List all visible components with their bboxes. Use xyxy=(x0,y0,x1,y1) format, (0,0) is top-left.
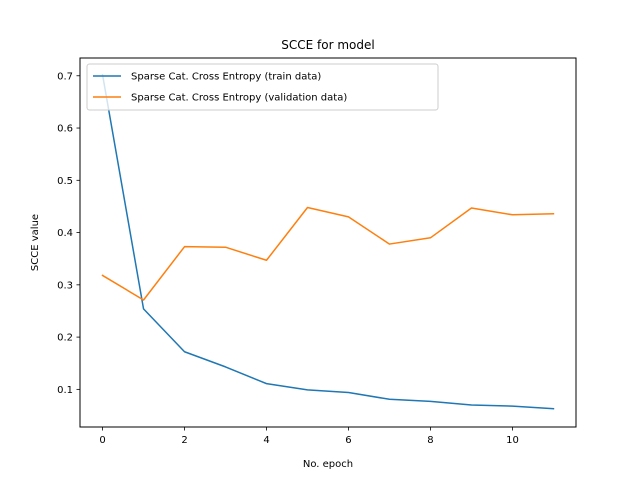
y-tick-label: 0.4 xyxy=(57,228,73,239)
y-tick-label: 0.7 xyxy=(57,71,73,82)
y-tick-label: 0.5 xyxy=(57,176,73,187)
y-axis-label: SCCE value xyxy=(30,214,41,271)
y-tick-label: 0.6 xyxy=(57,124,73,135)
legend-entry-label: Sparse Cat. Cross Entropy (validation da… xyxy=(131,93,347,104)
x-tick-label: 10 xyxy=(506,435,519,446)
plot-frame xyxy=(79,57,577,428)
legend: Sparse Cat. Cross Entropy (train data) Sp… xyxy=(86,63,439,111)
x-tick-label: 2 xyxy=(181,435,187,446)
x-tick-label: 6 xyxy=(345,435,351,446)
series-layer xyxy=(101,73,555,410)
series-2 xyxy=(101,206,555,301)
legend-box xyxy=(86,63,439,111)
x-axis-label: No. epoch xyxy=(303,459,353,470)
series-line xyxy=(101,73,555,410)
x-tick-label: 8 xyxy=(427,435,433,446)
legend-entry-label: Sparse Cat. Cross Entropy (train data) xyxy=(131,72,321,83)
series-line xyxy=(101,206,555,301)
x-tick-label: 4 xyxy=(263,435,269,446)
x-axis: 0 2 4 6 8 10 xyxy=(99,427,519,446)
y-tick-label: 0.3 xyxy=(57,280,73,291)
y-axis: 0.1 0.2 0.3 0.4 0.5 0.6 0.7 xyxy=(57,71,80,396)
x-tick-label: 0 xyxy=(99,435,105,446)
chart-title: SCCE for model xyxy=(281,38,374,52)
y-tick-label: 0.1 xyxy=(57,385,73,396)
y-tick-label: 0.2 xyxy=(57,333,73,344)
